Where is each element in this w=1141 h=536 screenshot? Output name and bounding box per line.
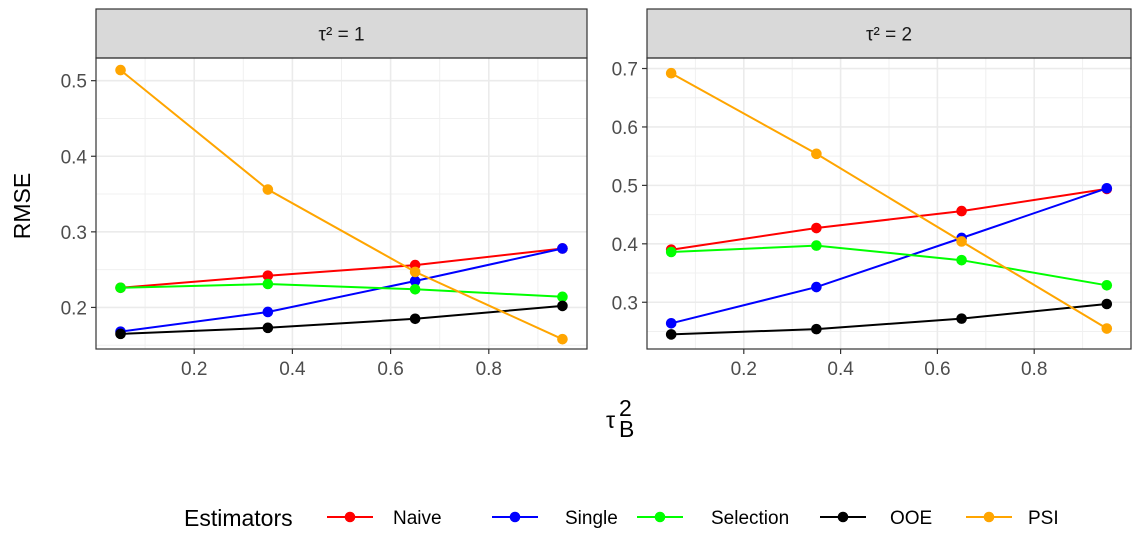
legend-key-point: [654, 511, 666, 523]
legend-label: Naive: [393, 508, 442, 529]
data-point-naive: [262, 270, 274, 281]
panel-border: [95, 57, 588, 350]
x-tick-label: 0.8: [1021, 359, 1047, 380]
y-tick-label: 0.6: [612, 118, 638, 139]
panel-1: τ² = 1 0.2 0.4 0.6 0.8 0.2 0.3 0.4 0.5: [61, 8, 588, 380]
legend-key-point: [509, 511, 521, 523]
y-tick-label: 0.4: [61, 147, 88, 168]
y-tick-label: 0.3: [612, 293, 638, 314]
chart-panels: τ² = 1 0.2 0.4 0.6 0.8 0.2 0.3 0.4 0.5 τ² = 2 0.2 0…: [61, 8, 1132, 380]
data-point-single: [1101, 183, 1113, 194]
y-tick-label: 0.2: [61, 298, 87, 319]
panel-2: τ² = 2 0.2 0.4 0.6 0.8 0.3 0.4 0.5 0.6 0.7: [612, 8, 1132, 380]
legend-item-ooe: OOE: [820, 508, 932, 529]
y-tick-label: 0.5: [612, 176, 638, 197]
data-point-ooe: [956, 313, 967, 324]
data-point-ooe: [262, 322, 274, 334]
facet-strip: [646, 8, 1132, 59]
x-tick-label: 0.8: [476, 359, 502, 380]
data-point-single: [557, 243, 568, 254]
data-point-psi: [956, 236, 967, 247]
y-tick-label: 0.4: [612, 235, 639, 256]
data-point-psi: [409, 266, 421, 278]
series-line-selection: [671, 244, 1107, 287]
legend-item-psi: PSI: [966, 508, 1059, 529]
y-axis-title: RMSE: [9, 173, 35, 239]
series-selection: [665, 240, 1113, 291]
data-point-psi: [557, 333, 568, 345]
data-point-ooe: [115, 328, 126, 340]
series-line-single: [120, 247, 563, 333]
x-tick-label: 0.2: [731, 359, 757, 380]
y-tick-label: 0.3: [61, 223, 87, 244]
data-point-ooe: [811, 323, 822, 335]
data-point-ooe: [557, 300, 568, 312]
series-single: [115, 243, 568, 337]
data-point-selection: [409, 283, 421, 295]
series-line-single: [670, 187, 1108, 325]
legend: Estimators Naive Single Selection OOE PSI: [184, 505, 1059, 531]
series-line-selection: [120, 282, 563, 298]
series-line-ooe: [671, 303, 1107, 336]
x-tick-label: 0.4: [279, 359, 306, 380]
y-tick-label: 0.5: [61, 72, 87, 93]
y-tick-label: 0.7: [612, 60, 638, 81]
data-point-psi: [262, 184, 274, 195]
series-psi: [665, 67, 1113, 334]
legend-label: Single: [565, 508, 618, 529]
svg-text:2: 2: [619, 395, 632, 421]
data-point-selection: [557, 291, 568, 303]
data-point-selection: [115, 282, 126, 294]
legend-label: OOE: [890, 508, 932, 529]
x-axis-title: τ 2 B: [606, 395, 634, 442]
data-point-psi: [115, 64, 126, 76]
x-tick-label: 0.2: [181, 359, 207, 380]
svg-text:B: B: [619, 416, 634, 442]
data-point-selection: [262, 278, 274, 290]
facet-strip-label: τ² = 2: [866, 25, 912, 46]
series-ooe: [115, 300, 568, 340]
data-point-ooe: [1101, 298, 1113, 310]
legend-item-selection: Selection: [637, 508, 789, 529]
svg-text:τ: τ: [606, 407, 615, 433]
data-point-psi: [665, 67, 677, 79]
data-point-single: [262, 306, 274, 318]
facet-strip-label: τ² = 1: [318, 25, 364, 46]
series-line-naive: [120, 247, 563, 289]
legend-item-naive: Naive: [327, 508, 442, 529]
data-point-selection: [956, 254, 967, 266]
data-point-naive: [811, 222, 822, 234]
data-point-single: [665, 317, 677, 329]
series-ooe: [665, 298, 1113, 340]
series-psi: [115, 64, 568, 345]
series-line-ooe: [120, 304, 563, 335]
legend-key-point: [983, 511, 995, 523]
legend-label: PSI: [1028, 508, 1059, 529]
series-line-naive: [671, 187, 1107, 251]
data-point-naive: [956, 205, 967, 217]
x-tick-label: 0.6: [377, 359, 403, 380]
panel-border: [646, 57, 1132, 350]
series-line-psi: [670, 72, 1108, 330]
legend-key-point: [837, 511, 849, 523]
data-point-psi: [811, 148, 822, 160]
data-point-selection: [665, 246, 677, 258]
series-selection: [115, 278, 568, 303]
data-point-single: [811, 281, 822, 293]
facet-strip: [95, 8, 588, 59]
data-point-psi: [1101, 323, 1113, 334]
data-point-selection: [811, 240, 822, 251]
legend-key-point: [344, 511, 356, 523]
legend-title: Estimators: [184, 505, 293, 531]
x-tick-label: 0.6: [924, 359, 950, 380]
data-point-ooe: [409, 313, 421, 325]
data-point-single: [409, 275, 421, 287]
data-point-selection: [1101, 280, 1113, 291]
x-tick-label: 0.4: [827, 359, 854, 380]
legend-item-single: Single: [492, 508, 618, 529]
data-point-ooe: [665, 329, 677, 340]
legend-label: Selection: [711, 508, 789, 529]
series-line-psi: [119, 69, 563, 341]
